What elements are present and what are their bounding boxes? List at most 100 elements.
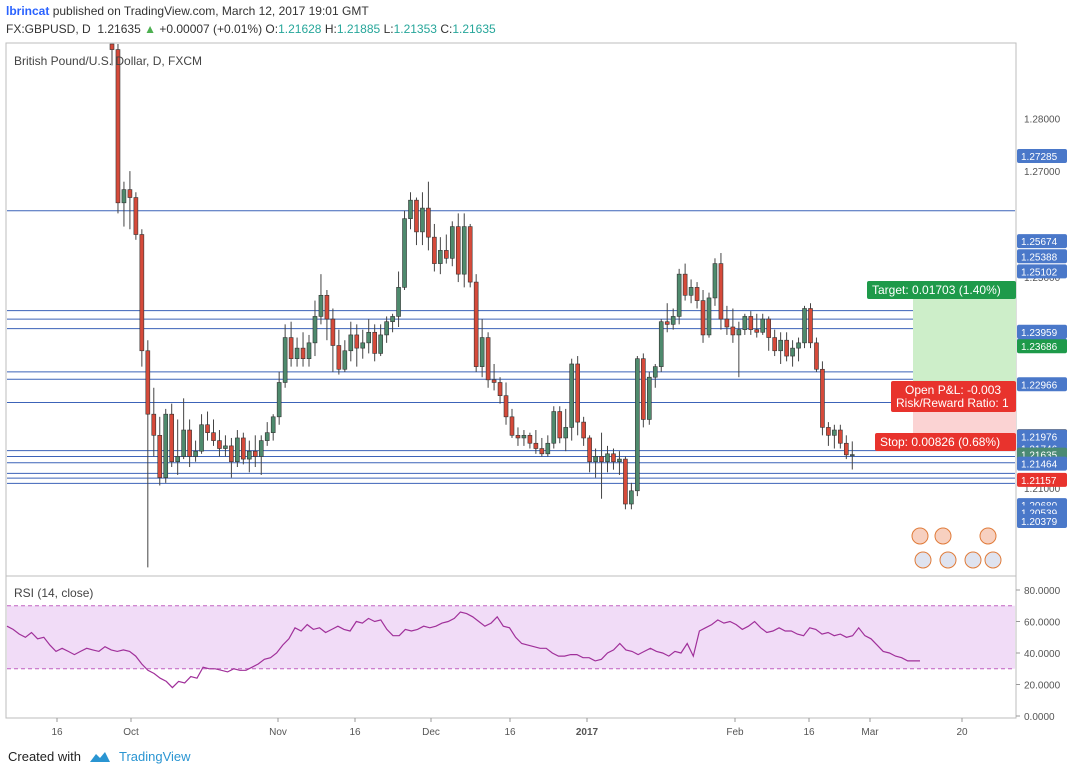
candle-body bbox=[515, 435, 521, 439]
rsi-tick-label: 60.0000 bbox=[1024, 618, 1061, 629]
event-flag-us-icon[interactable] bbox=[984, 551, 1002, 569]
open-pl-label: Open P&L: -0.003 bbox=[905, 383, 1001, 397]
time-tick-label: 16 bbox=[51, 727, 63, 738]
candle-body bbox=[157, 435, 163, 478]
price-tag-label: 1.25388 bbox=[1021, 252, 1058, 263]
price-tag-label: 1.21464 bbox=[1021, 460, 1058, 471]
event-flag-uk-icon[interactable] bbox=[979, 527, 997, 545]
time-tick-label: Dec bbox=[422, 727, 440, 738]
time-tick-label: Feb bbox=[726, 727, 744, 738]
change-up-icon: ▲ bbox=[144, 22, 156, 36]
candle-body bbox=[372, 331, 377, 354]
publish-info: lbrincat published on TradingView.com, M… bbox=[6, 4, 369, 18]
candle-body bbox=[485, 337, 491, 381]
candle-body bbox=[802, 308, 807, 344]
open-label: O: bbox=[265, 22, 279, 36]
chart-canvas[interactable]: 1.280001.270001.250001.210001.272851.256… bbox=[0, 0, 1079, 742]
candle-body bbox=[247, 450, 252, 460]
long-position-tool[interactable] bbox=[913, 290, 1016, 444]
publish-text: published on TradingView.com, March 12, … bbox=[52, 4, 369, 18]
candle-body bbox=[366, 331, 372, 344]
price-change: +0.00007 (+0.01%) bbox=[159, 22, 263, 36]
candle-body bbox=[623, 458, 628, 505]
time-tick-label: Mar bbox=[861, 727, 879, 738]
price-tick: 1.21000 bbox=[1024, 484, 1061, 495]
candle-body bbox=[575, 363, 580, 423]
candle-body bbox=[252, 450, 258, 457]
candle-body bbox=[796, 342, 801, 349]
candle-body bbox=[109, 43, 115, 50]
candle-body bbox=[348, 334, 354, 352]
time-tick-label: Nov bbox=[269, 727, 287, 738]
price-tag bbox=[1017, 324, 1067, 339]
candle-body bbox=[533, 442, 539, 449]
created-with: Created with bbox=[8, 749, 81, 764]
candle-body bbox=[384, 321, 389, 336]
candle-body bbox=[408, 199, 413, 219]
candle-body bbox=[324, 294, 330, 320]
event-flag-us-icon[interactable] bbox=[914, 551, 932, 569]
candle-body bbox=[187, 429, 192, 457]
price-tag-label: 1.27285 bbox=[1021, 152, 1058, 163]
event-flag-us-icon[interactable] bbox=[939, 551, 957, 569]
economic-events[interactable] bbox=[911, 527, 1002, 569]
candle-body bbox=[772, 337, 777, 352]
author-name[interactable]: lbrincat bbox=[6, 4, 50, 18]
candle-body bbox=[706, 297, 712, 336]
candle-body bbox=[629, 490, 634, 505]
price-tag-label: 1.21157 bbox=[1021, 476, 1057, 487]
candle-body bbox=[169, 413, 174, 463]
candle-body bbox=[229, 445, 234, 463]
candle-body bbox=[181, 429, 186, 457]
candle-body bbox=[736, 329, 742, 336]
candle-body bbox=[641, 358, 646, 420]
candle-body bbox=[539, 448, 545, 455]
candle-body bbox=[694, 287, 700, 301]
candle-body bbox=[330, 318, 336, 346]
candle-body bbox=[145, 350, 151, 415]
candle-body bbox=[593, 456, 598, 463]
candle-body bbox=[730, 326, 736, 336]
candle-body bbox=[658, 321, 664, 367]
time-axis: 16 Oct Nov 16 Dec 16 2017 Feb 16 Mar 20 bbox=[51, 718, 968, 738]
event-flag-uk-icon[interactable] bbox=[934, 527, 952, 545]
price-tag-label: 1.21976 bbox=[1021, 433, 1058, 444]
pl-label-bg bbox=[891, 381, 1016, 412]
candle-body bbox=[599, 456, 604, 463]
candle-body bbox=[760, 318, 766, 333]
rsi-tick-label: 80.0000 bbox=[1024, 586, 1061, 597]
candle-body bbox=[378, 334, 383, 354]
candle-body bbox=[545, 442, 551, 455]
price-tick: 1.28000 bbox=[1024, 114, 1061, 125]
price-tag bbox=[1017, 377, 1067, 392]
candle-body bbox=[617, 458, 622, 463]
candle-body bbox=[605, 453, 610, 463]
candle-body bbox=[193, 450, 198, 457]
candle-body bbox=[288, 337, 294, 359]
candle-body bbox=[121, 189, 127, 204]
price-scale: 1.280001.270001.250001.210001.272851.256… bbox=[1017, 114, 1067, 528]
candle-body bbox=[521, 435, 527, 439]
candle-body bbox=[211, 432, 216, 441]
candle-body bbox=[503, 395, 509, 418]
rsi-tick-label: 40.0000 bbox=[1024, 649, 1061, 660]
candle-body bbox=[336, 345, 342, 370]
rsi-tick-label: 0.0000 bbox=[1024, 712, 1055, 723]
event-flag-uk-icon[interactable] bbox=[911, 527, 929, 545]
tradingview-brand[interactable]: TradingView bbox=[118, 749, 191, 764]
candle-body bbox=[294, 347, 300, 359]
low-value: 1.21353 bbox=[393, 22, 437, 36]
candle-body bbox=[133, 197, 139, 235]
candle-body bbox=[611, 453, 616, 463]
tradingview-logo-icon bbox=[89, 751, 110, 762]
candle-body bbox=[115, 49, 121, 204]
event-flag-us-icon[interactable] bbox=[964, 551, 982, 569]
close-value: 1.21635 bbox=[452, 22, 496, 36]
price-tag bbox=[1017, 429, 1067, 444]
price-tag-label: 1.21635 bbox=[1021, 451, 1058, 462]
time-tick-label: 16 bbox=[803, 727, 815, 738]
candle-body bbox=[449, 226, 455, 259]
high-label: H: bbox=[324, 22, 337, 36]
rsi-legend: RSI (14, close) bbox=[14, 586, 93, 600]
candle-body bbox=[718, 263, 724, 320]
